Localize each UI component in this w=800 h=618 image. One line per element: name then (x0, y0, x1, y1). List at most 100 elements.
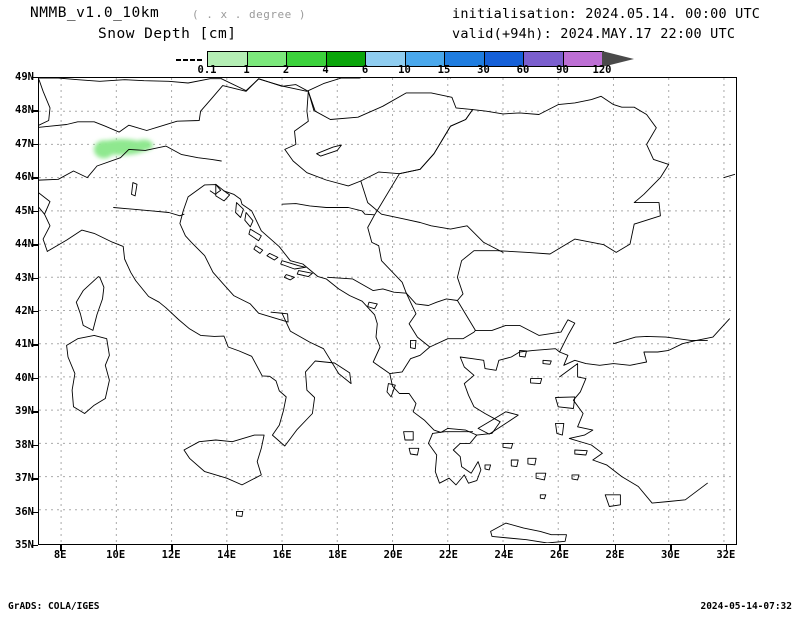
map-outline (410, 339, 417, 350)
lat-tick-mark (32, 411, 38, 413)
map-outline (39, 78, 222, 84)
lon-tick-mark (393, 545, 395, 551)
valid-time: valid(+94h): 2024.MAY.17 22:00 UTC (452, 26, 736, 42)
lat-tick-mark (32, 277, 38, 279)
lon-tick-mark (226, 545, 228, 551)
colorbar-hatch-icon (176, 52, 206, 67)
lat-tick-label: 39N (15, 405, 34, 418)
map-gridlines (39, 78, 735, 543)
lat-tick-mark (32, 545, 38, 547)
lon-tick-label: 24E (494, 549, 514, 561)
header: NMMB_v1.0_10km ( . x . degree ) Snow Dep… (0, 0, 800, 45)
colorbar-swatches (207, 51, 604, 67)
map-outline (283, 274, 295, 281)
map-outline (280, 260, 306, 270)
lon-tick-mark (60, 545, 62, 551)
lat-tick-label: 43N (15, 271, 34, 284)
map-outline (296, 270, 313, 278)
lat-tick-label: 42N (15, 305, 34, 317)
lat-tick-mark (32, 511, 38, 513)
lon-tick-mark (614, 545, 617, 551)
map-outline (266, 252, 279, 261)
lon-tick-label: 16E (272, 549, 292, 561)
lat-tick-label: 45N (15, 204, 34, 217)
map-outline (429, 329, 476, 348)
footer-attribution: GrADS: COLA/IGES (8, 601, 100, 612)
map-outline (113, 207, 185, 217)
lon-tick-mark (670, 545, 672, 551)
map-outline (39, 207, 51, 252)
map-canvas (39, 78, 735, 543)
map-outline (39, 78, 315, 133)
map-outline (386, 383, 396, 398)
snow-patch-alps (93, 139, 153, 159)
lon-tick-label: 18E (328, 549, 348, 561)
colorbar-tick-90: 90 (556, 64, 569, 76)
map-outline (75, 276, 105, 331)
map-outline (527, 457, 537, 466)
map-outline (539, 494, 547, 500)
map-outline (236, 510, 244, 517)
map-outline (66, 334, 110, 414)
lon-tick-mark (115, 545, 118, 551)
map-outline (281, 203, 407, 294)
map-outline (535, 472, 547, 481)
lon-tick-mark (282, 545, 284, 551)
map-outline (555, 396, 576, 409)
map-outline (555, 422, 565, 436)
colorbar-tick-2: 2 (282, 64, 290, 76)
colorbar-swatch (524, 52, 564, 66)
colorbar-dash (176, 59, 181, 61)
colorbar-tick-6: 6 (361, 64, 369, 76)
lat-tick-mark (32, 110, 38, 112)
colorbar-swatch (208, 52, 248, 66)
lon-tick-label: 14E (217, 549, 237, 561)
map-outline (183, 434, 265, 486)
lat-tick-label: 36N (15, 505, 34, 518)
lon-tick-label: 26E (549, 549, 569, 561)
colorbar-dash (190, 59, 195, 61)
map-outline (215, 183, 482, 486)
colorbar-dash (183, 59, 188, 61)
colorbar-dash (197, 59, 202, 61)
map-outline (131, 182, 138, 197)
colorbar-swatch (247, 52, 287, 66)
lon-tick-mark (448, 545, 450, 551)
lat-tick-mark (32, 311, 38, 313)
lat-tick-label: 41N (15, 338, 34, 351)
map-outline (432, 431, 474, 434)
lon-tick-mark (725, 545, 728, 551)
lon-tick-label: 12E (161, 549, 181, 561)
map-outline (477, 411, 519, 435)
colorbar-swatch (484, 52, 524, 66)
lon-tick-label: 28E (605, 549, 625, 561)
lon-tick-mark (559, 545, 561, 551)
lat-tick-mark (32, 77, 38, 79)
colorbar-swatch (563, 52, 603, 66)
snow-depth-shading (93, 139, 153, 159)
colorbar-tick-15: 15 (437, 64, 451, 76)
map-outline (484, 464, 492, 471)
colorbar-swatch (287, 52, 327, 66)
map-outline (39, 79, 51, 126)
map-outline (459, 318, 730, 436)
map-outline (316, 144, 342, 157)
map-outline (367, 301, 378, 310)
lat-tick-mark (32, 377, 38, 380)
lon-tick-label: 20E (383, 549, 403, 561)
lat-tick-label: 49N (15, 71, 34, 83)
colorbar-tick-4: 4 (322, 64, 329, 76)
map-outline (574, 449, 588, 456)
map-outline (510, 459, 519, 468)
lat-tick-mark (32, 210, 38, 213)
map-outline (571, 474, 580, 481)
map-outline (613, 335, 708, 345)
lon-tick-label: 10E (106, 549, 126, 561)
model-title: NMMB_v1.0_10km (30, 5, 160, 21)
map-outline (253, 245, 264, 254)
lon-tick-label: 32E (716, 549, 736, 561)
map-outline (723, 173, 735, 179)
lat-tick-label: 38N (15, 438, 34, 451)
lat-tick-mark (32, 444, 38, 447)
map-outline (248, 228, 262, 242)
